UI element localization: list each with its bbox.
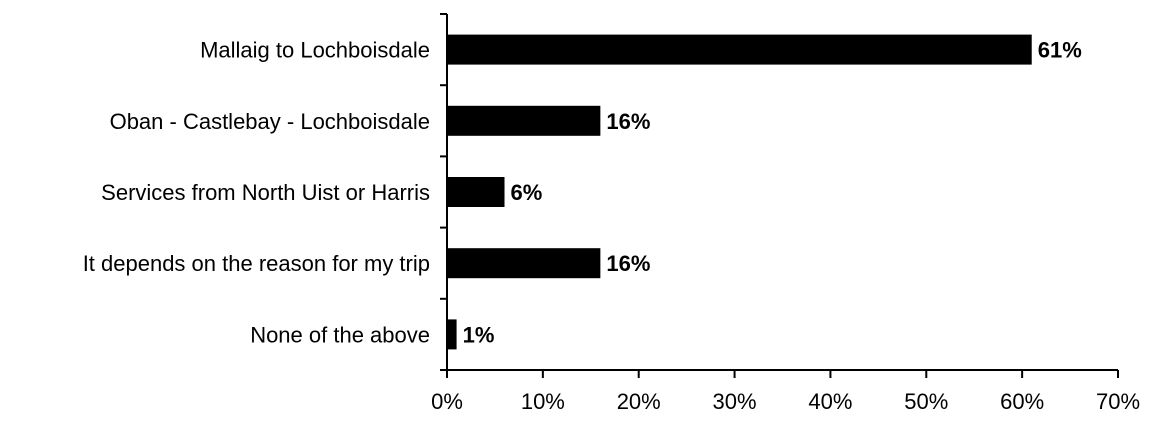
- data-label: 61%: [1038, 38, 1082, 63]
- axis-layer: [440, 13, 1119, 378]
- x-tick-label: 30%: [713, 389, 757, 414]
- x-tick-label: 70%: [1096, 389, 1140, 414]
- data-label: 16%: [606, 109, 650, 134]
- x-tick-label: 0%: [431, 389, 463, 414]
- category-label: It depends on the reason for my trip: [83, 251, 430, 276]
- category-label: None of the above: [250, 322, 430, 347]
- x-tick-label: 50%: [904, 389, 948, 414]
- x-tick-label: 40%: [808, 389, 852, 414]
- x-tick-label: 60%: [1000, 389, 1044, 414]
- data-label: 6%: [511, 180, 543, 205]
- data-label: 16%: [606, 251, 650, 276]
- category-label: Services from North Uist or Harris: [101, 180, 430, 205]
- bar: [447, 177, 505, 207]
- bars-layer: [447, 34, 1032, 350]
- category-label: Mallaig to Lochboisdale: [200, 38, 430, 63]
- data-label: 1%: [463, 322, 495, 347]
- category-label: Oban - Castlebay - Lochboisdale: [110, 109, 430, 134]
- bar: [447, 248, 601, 279]
- bar: [447, 105, 601, 136]
- labels-layer: Mallaig to Lochboisdale 61% Oban - Castleb…: [83, 38, 1140, 414]
- x-tick-label: 20%: [617, 389, 661, 414]
- bar: [447, 34, 1032, 65]
- bar: [447, 319, 457, 350]
- x-tick-label: 10%: [521, 389, 565, 414]
